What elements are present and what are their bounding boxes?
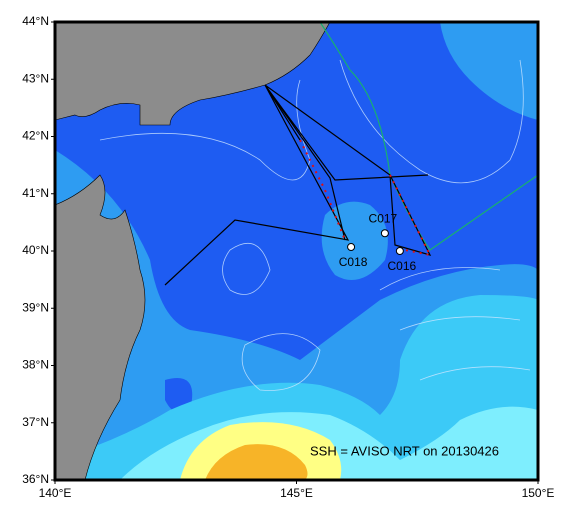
station [380,229,389,238]
x-tick-label: 150°E [522,486,555,500]
ssh-field [55,22,538,480]
station [395,247,404,255]
x-tick-label: 140°E [39,486,72,500]
land [55,22,331,480]
y-tick-label: 39°N [22,300,49,314]
station-label: C018 [339,255,368,269]
y-tick-label: 42°N [22,129,49,143]
y-tick-label: 38°N [22,358,49,372]
annotation: SSH = AVISO NRT on 20130426 [310,443,499,458]
x-tick-label: 145°E [280,486,313,500]
station-label: C017 [369,211,398,225]
y-tick-label: 44°N [22,14,49,28]
y-tick-label: 43°N [22,71,49,85]
y-tick-label: 36°N [22,472,49,486]
y-tick-label: 40°N [22,243,49,257]
station-label: C016 [388,259,417,273]
tracks [164,22,538,286]
y-tick-label: 37°N [22,415,49,429]
station [347,242,356,251]
y-tick-label: 41°N [22,186,49,200]
